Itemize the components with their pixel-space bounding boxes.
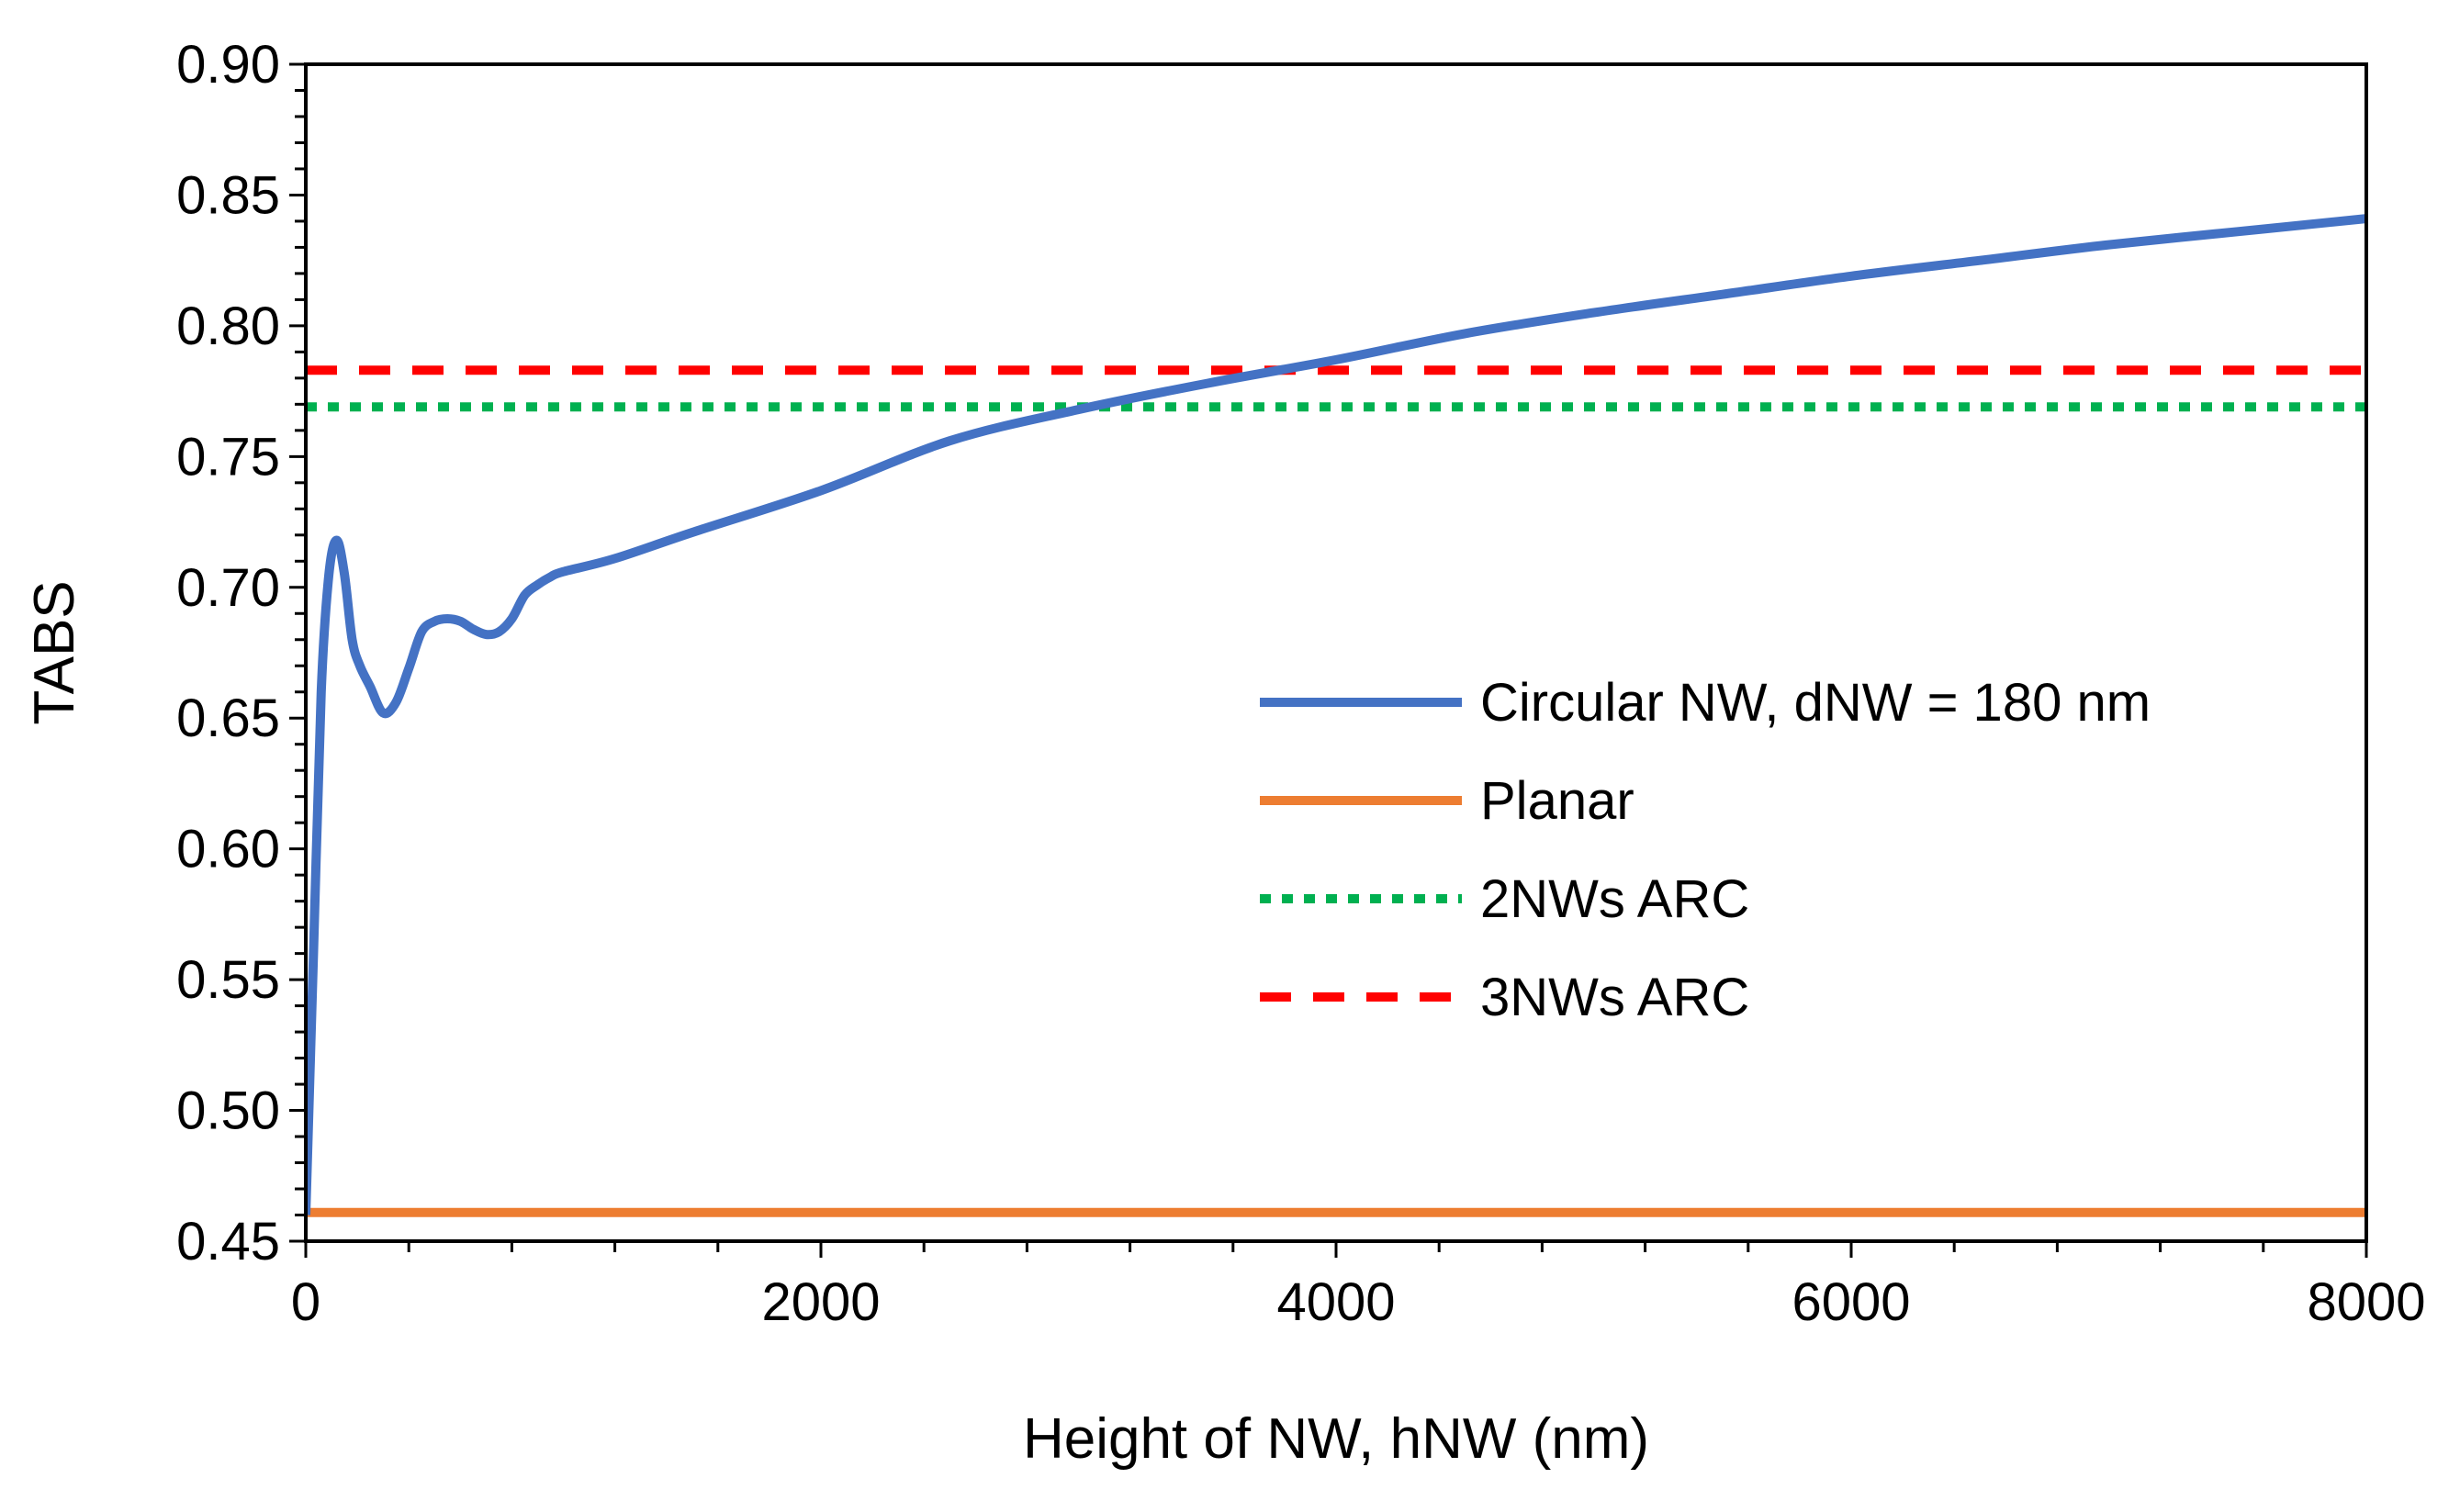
labels-layer: 0.45 0.50 0.55 0.60 0.65 0.70 0.75 0.80 0.85 0.90… [176, 35, 2425, 1332]
y-tick-label: 0.70 [176, 558, 280, 618]
legend-label-3nws-arc: 3NWs ARC [1480, 968, 1749, 1027]
x-tick-label: 2000 [761, 1272, 880, 1332]
y-tick-label: 0.55 [176, 950, 280, 1010]
ticks-layer [289, 62, 2368, 1258]
legend-label-circular-nw-dnw-180-nm: Circular NW, dNW = 180 nm [1480, 673, 2151, 733]
y-axis-title: TABS [23, 580, 86, 724]
legend-label-planar: Planar [1480, 771, 1634, 831]
y-tick-label: 0.50 [176, 1081, 280, 1141]
legend-label-2nws-arc: 2NWs ARC [1480, 869, 1749, 929]
x-tick-label: 8000 [2307, 1272, 2425, 1332]
y-tick-label: 0.60 [176, 820, 280, 879]
x-axis-title: Height of NW, hNW (nm) [1023, 1407, 1649, 1471]
plot-frame [304, 62, 2368, 1243]
legend: Circular NW, dNW = 180 nm Planar 2NWs ARC 3… [1260, 673, 2151, 1027]
y-tick-label: 0.80 [176, 297, 280, 356]
y-tick-label: 0.45 [176, 1212, 280, 1271]
x-tick-label: 6000 [1792, 1272, 1910, 1332]
x-tick-label: 0 [291, 1272, 320, 1332]
series-line-circular-nw-dnw-180-nm [306, 214, 2366, 1215]
series-layer [306, 214, 2366, 1217]
x-tick-label: 4000 [1276, 1272, 1395, 1332]
y-tick-label: 0.65 [176, 689, 280, 748]
y-tick-label: 0.75 [176, 427, 280, 487]
y-tick-label: 0.90 [176, 35, 280, 95]
y-tick-label: 0.85 [176, 165, 280, 225]
